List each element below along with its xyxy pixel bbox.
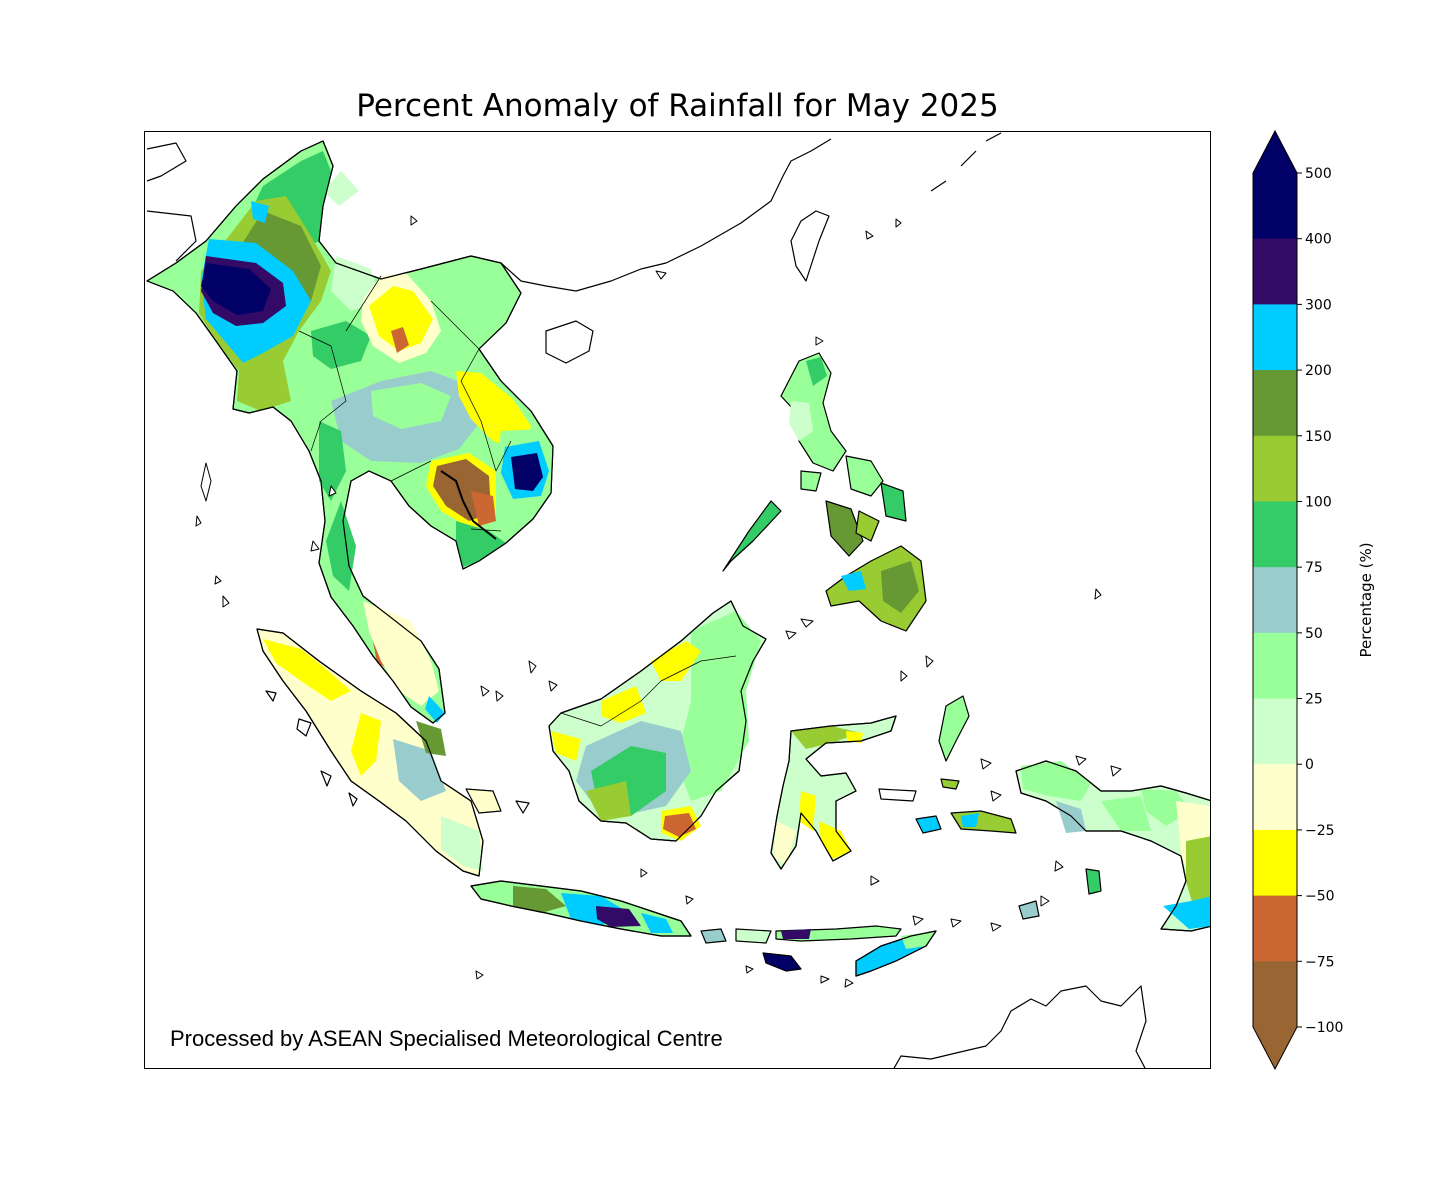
colorbar-tick-label: 0 — [1305, 757, 1314, 773]
colorbar-tick-label: 500 — [1305, 166, 1332, 182]
colorbar-tick-label: 50 — [1305, 626, 1323, 642]
colorbar-bin — [1253, 370, 1297, 437]
colorbar-tick-label: 75 — [1305, 560, 1323, 576]
hainan-island — [545, 320, 594, 364]
coastline-north — [146, 132, 1002, 292]
mainland-southeast-asia — [146, 140, 554, 724]
colorbar-bin — [1253, 173, 1297, 240]
taiwan-island — [790, 210, 830, 282]
java-lesser-sunda — [470, 880, 937, 977]
sumatra — [256, 628, 484, 877]
colorbar-bin — [1253, 632, 1297, 700]
colorbar-under-arrow — [1253, 1027, 1297, 1069]
colorbar-bin — [1253, 435, 1297, 502]
colorbar-bin — [1253, 764, 1297, 831]
philippines — [722, 352, 927, 632]
colorbar-over-arrow — [1253, 131, 1297, 173]
colorbar-bin — [1253, 961, 1297, 1028]
colorbar-ticks: 500 400 300 200 150 100 75 50 25 0 −25 −50 −75 −100 — [1297, 166, 1343, 1036]
colorbar-tick-label: −50 — [1305, 889, 1335, 905]
colorbar-bin — [1253, 567, 1297, 634]
colorbar-tick-label: 100 — [1305, 494, 1332, 510]
colorbar: 500 400 300 200 150 100 75 50 25 0 −25 −50 −75 −100 — [1252, 129, 1343, 1071]
small-islands — [195, 215, 1122, 988]
colorbar-bins — [1252, 129, 1298, 1071]
maluku — [878, 695, 1017, 834]
colorbar-bin — [1253, 501, 1297, 568]
australia-coast — [893, 985, 1147, 1068]
colorbar-bin — [1253, 895, 1297, 962]
colorbar-tick-label: 200 — [1305, 363, 1332, 379]
colorbar-tick-label: 25 — [1305, 692, 1323, 708]
new-guinea — [1015, 760, 1210, 932]
colorbar-tick-label: 300 — [1305, 297, 1332, 313]
colorbar-label: Percentage (%) — [1357, 542, 1375, 658]
colorbar-bin — [1253, 238, 1297, 305]
colorbar-bin — [1253, 829, 1297, 897]
colorbar-tick-label: 150 — [1305, 429, 1332, 445]
colorbar-bin — [1253, 304, 1297, 371]
colorbar-tick-label: 400 — [1305, 232, 1332, 248]
map-area — [144, 131, 1211, 1069]
small-islands-west — [265, 690, 530, 814]
map-canvas — [146, 132, 1210, 1068]
colorbar-tick-label: −25 — [1305, 823, 1335, 839]
sulawesi — [770, 715, 897, 870]
processing-credit: Processed by ASEAN Specialised Meteorolo… — [170, 1026, 723, 1051]
colorbar-tick-label: −100 — [1305, 1020, 1343, 1036]
map-title: Percent Anomaly of Rainfall for May 2025 — [356, 88, 999, 124]
borneo — [548, 600, 767, 842]
colorbar-tick-label: −75 — [1305, 954, 1335, 970]
colorbar-bin — [1253, 698, 1297, 765]
